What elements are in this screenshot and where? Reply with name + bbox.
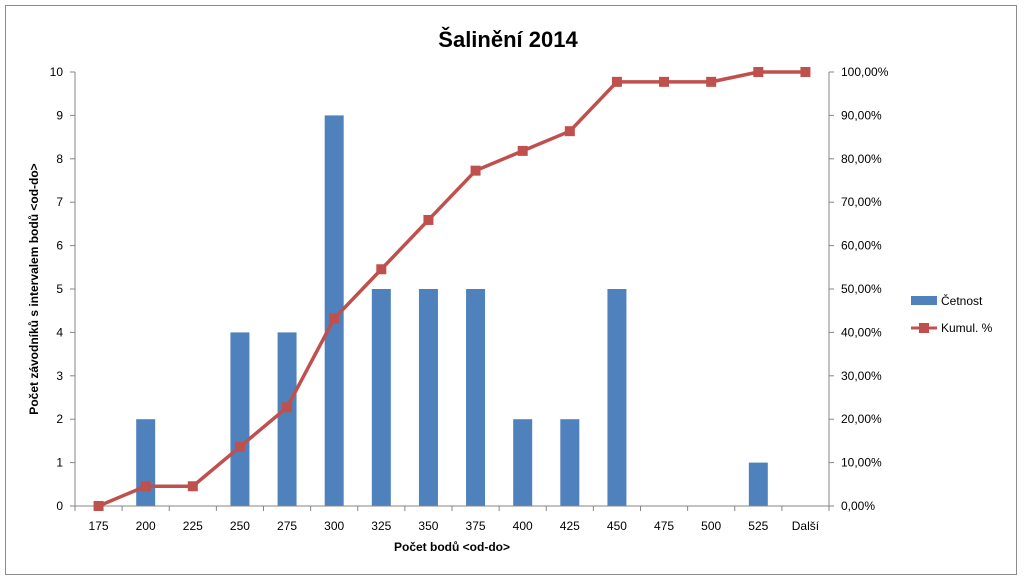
- legend-marker-kumul: [919, 323, 929, 333]
- y-tick-label: 5: [56, 282, 63, 296]
- x-tick-label: 400: [513, 519, 533, 533]
- x-tick-label: 450: [607, 519, 627, 533]
- x-tick-label: Další: [792, 519, 820, 533]
- line-marker-Další: [800, 67, 811, 77]
- y2-tick-label: 50,00%: [841, 282, 882, 296]
- y-tick-label: 2: [56, 412, 63, 426]
- y-tick-label: 4: [56, 325, 63, 339]
- y2-tick-label: 90,00%: [841, 108, 882, 122]
- line-marker-450: [611, 76, 622, 87]
- x-tick-label: 500: [701, 519, 721, 533]
- y-tick-label: 9: [56, 108, 63, 122]
- y-axis-title: Počet závodníků s intervalem bodů <od-do…: [27, 163, 41, 414]
- legend-label-cetnost: Četnost: [941, 293, 983, 308]
- x-tick-label: 350: [418, 519, 438, 533]
- x-tick-label: 475: [654, 519, 674, 533]
- legend-swatch-cetnost: [911, 296, 937, 305]
- y-tick-label: 3: [56, 369, 63, 383]
- line-marker-200: [140, 481, 151, 492]
- x-tick-label: 200: [136, 519, 156, 533]
- line-marker-425: [564, 126, 575, 137]
- y2-tick-label: 80,00%: [841, 152, 882, 166]
- line-marker-175: [93, 501, 104, 511]
- bar-250: [230, 332, 250, 506]
- y2-tick-label: 60,00%: [841, 239, 882, 253]
- line-marker-300: [329, 313, 340, 324]
- y2-tick-label: 0,00%: [841, 499, 875, 513]
- line-marker-375: [470, 165, 481, 176]
- y2-tick-label: 30,00%: [841, 369, 882, 383]
- line-marker-325: [376, 264, 387, 275]
- line-marker-250: [234, 441, 245, 452]
- y-tick-label: 10: [50, 65, 64, 79]
- line-marker-500: [706, 76, 717, 87]
- x-axis-title: Počet bodů <od-do>: [394, 540, 510, 554]
- bar-425: [560, 419, 580, 506]
- axes-group: 0123456789100,00%10,00%20,00%30,00%40,00…: [50, 65, 889, 533]
- line-marker-275: [282, 402, 293, 413]
- bars-group: [136, 115, 768, 507]
- x-tick-label: 175: [89, 519, 109, 533]
- bar-400: [513, 419, 533, 506]
- y2-tick-label: 70,00%: [841, 195, 882, 209]
- bar-525: [748, 462, 768, 506]
- x-tick-label: 275: [277, 519, 297, 533]
- line-marker-225: [187, 481, 198, 492]
- bar-300: [324, 115, 344, 507]
- legend: Četnost Kumul. %: [911, 293, 993, 335]
- line-marker-350: [423, 214, 434, 225]
- chart-frame: [5, 5, 1017, 575]
- line-marker-525: [753, 67, 764, 77]
- line-marker-475: [659, 76, 670, 87]
- x-tick-label: 325: [371, 519, 391, 533]
- x-tick-label: 250: [230, 519, 250, 533]
- chart-title: Šalinění 2014: [438, 27, 578, 52]
- bar-200: [136, 419, 156, 506]
- y2-tick-label: 20,00%: [841, 412, 882, 426]
- y2-tick-label: 40,00%: [841, 325, 882, 339]
- x-tick-label: 525: [748, 519, 768, 533]
- bar-450: [607, 289, 627, 506]
- cumulative-line-group: [93, 67, 811, 511]
- bar-375: [466, 289, 486, 506]
- bar-350: [418, 289, 438, 506]
- y-tick-label: 8: [56, 152, 63, 166]
- bar-325: [371, 289, 391, 506]
- bar-275: [277, 332, 297, 506]
- line-marker-400: [517, 145, 528, 156]
- x-tick-label: 300: [324, 519, 344, 533]
- cumulative-line: [97, 70, 806, 508]
- y-tick-label: 6: [56, 239, 63, 253]
- y2-tick-label: 100,00%: [841, 65, 889, 79]
- legend-label-kumul: Kumul. %: [941, 321, 993, 335]
- y-tick-label: 0: [56, 499, 63, 513]
- x-tick-label: 425: [560, 519, 580, 533]
- y2-tick-label: 10,00%: [841, 456, 882, 470]
- x-tick-label: 375: [466, 519, 486, 533]
- y-tick-label: 1: [56, 456, 63, 470]
- x-tick-label: 225: [183, 519, 203, 533]
- y-tick-label: 7: [56, 195, 63, 209]
